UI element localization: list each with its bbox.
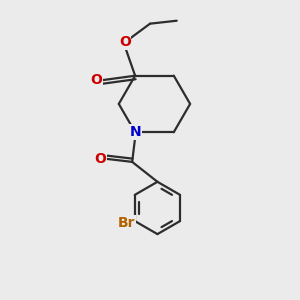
Text: Br: Br [118,215,135,230]
Text: O: O [90,73,102,87]
Text: O: O [94,152,106,166]
Text: O: O [119,35,131,50]
Text: N: N [129,125,141,139]
